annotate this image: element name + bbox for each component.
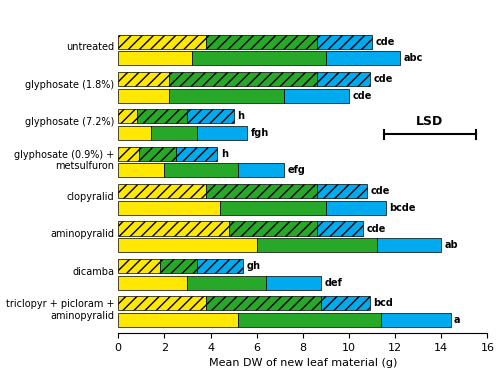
Bar — [238, 163, 284, 178]
Bar — [220, 201, 326, 215]
Bar — [326, 201, 386, 215]
Text: def: def — [325, 278, 342, 288]
Bar — [316, 72, 370, 86]
Bar — [118, 313, 238, 327]
Bar — [118, 163, 164, 178]
Bar — [136, 109, 188, 123]
Bar — [160, 259, 196, 273]
Bar — [169, 72, 316, 86]
Bar — [192, 51, 326, 65]
Bar — [118, 109, 137, 123]
Text: fgh: fgh — [251, 128, 269, 138]
Text: abc: abc — [403, 53, 422, 63]
Bar — [316, 34, 372, 49]
Text: LSD: LSD — [416, 115, 444, 128]
Text: cde: cde — [352, 91, 372, 101]
Bar — [196, 259, 243, 273]
Text: ab: ab — [445, 240, 458, 250]
Bar — [188, 276, 266, 289]
Bar — [118, 89, 169, 103]
Bar — [139, 147, 176, 161]
Bar — [188, 109, 234, 123]
Bar — [322, 296, 370, 310]
Bar — [118, 296, 206, 310]
Bar — [176, 147, 218, 161]
Bar — [206, 296, 322, 310]
Bar — [164, 163, 238, 178]
Bar — [118, 276, 188, 289]
Bar — [238, 313, 382, 327]
Bar — [118, 201, 220, 215]
Bar — [150, 126, 196, 140]
Bar — [376, 238, 442, 252]
Bar — [206, 184, 316, 198]
Bar — [118, 72, 169, 86]
Text: efg: efg — [288, 165, 306, 175]
Bar — [169, 89, 284, 103]
Bar — [266, 276, 322, 289]
Bar — [118, 238, 256, 252]
Text: h: h — [237, 111, 244, 122]
Bar — [206, 34, 316, 49]
Bar — [118, 126, 150, 140]
Text: bcd: bcd — [373, 298, 393, 308]
Bar — [118, 221, 229, 236]
Bar — [118, 51, 192, 65]
Bar — [256, 238, 376, 252]
Text: cde: cde — [371, 186, 390, 196]
X-axis label: Mean DW of new leaf material (g): Mean DW of new leaf material (g) — [208, 358, 397, 368]
Bar — [118, 147, 139, 161]
Text: h: h — [221, 149, 228, 159]
Text: gh: gh — [246, 261, 260, 271]
Bar — [284, 89, 349, 103]
Bar — [118, 34, 206, 49]
Bar — [316, 221, 363, 236]
Text: bcde: bcde — [390, 203, 416, 213]
Bar — [196, 126, 248, 140]
Text: cde: cde — [373, 74, 392, 84]
Bar — [382, 313, 450, 327]
Text: cde: cde — [366, 224, 386, 233]
Bar — [326, 51, 400, 65]
Text: cde: cde — [376, 37, 395, 47]
Bar — [229, 221, 316, 236]
Bar — [118, 259, 160, 273]
Bar — [118, 184, 206, 198]
Bar — [316, 184, 368, 198]
Text: a: a — [454, 315, 460, 325]
